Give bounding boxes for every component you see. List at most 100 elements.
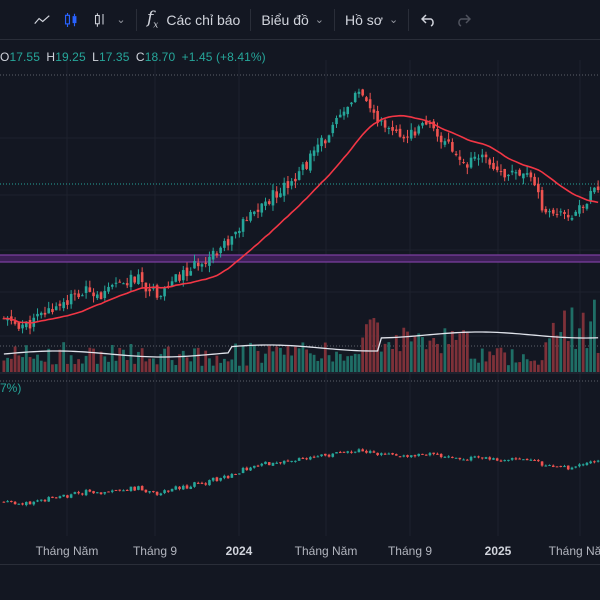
osc-candle-body xyxy=(234,473,237,475)
volume-bar xyxy=(413,335,417,372)
line-chart-type-button[interactable] xyxy=(30,5,54,35)
price-chart[interactable] xyxy=(0,40,600,564)
x-tick-label: Tháng Năm xyxy=(294,544,358,558)
osc-candle-body xyxy=(376,452,379,456)
volume-bar xyxy=(159,353,163,372)
osc-candle-body xyxy=(92,491,95,494)
osc-candle-body xyxy=(466,459,469,461)
volume-bar xyxy=(335,351,338,372)
candle-body xyxy=(383,120,387,128)
volume-bar xyxy=(166,346,170,372)
bar-chart-type-button[interactable] xyxy=(90,5,110,35)
volume-bar xyxy=(66,363,69,372)
osc-candle-body xyxy=(402,455,406,457)
volume-bar xyxy=(99,351,103,372)
profile-menu-button[interactable]: Hồ sơ ⌄ xyxy=(341,5,402,35)
osc-candle-body xyxy=(245,467,249,471)
line-chart-icon xyxy=(34,14,50,24)
volume-bar xyxy=(9,358,13,372)
candle-body xyxy=(589,190,592,202)
osc-candle-body xyxy=(593,461,596,463)
candle-body xyxy=(122,283,125,285)
oscillator-legend: 7%) xyxy=(0,381,22,395)
candle-body xyxy=(226,239,230,246)
volume-bar xyxy=(357,354,361,372)
osc-candle-body xyxy=(559,465,563,467)
time-axis[interactable]: Tháng Năm Tháng 9 2024 Tháng Năm Tháng 9… xyxy=(0,536,600,564)
osc-candle-body xyxy=(122,490,125,492)
x-tick-label: 2024 xyxy=(225,544,253,558)
volume-bar xyxy=(312,354,316,372)
candle-body xyxy=(451,142,454,152)
candle-body xyxy=(6,318,9,321)
volume-bar xyxy=(432,338,436,372)
osc-candle-body xyxy=(462,459,465,461)
volume-bar xyxy=(551,322,555,372)
osc-candle-body xyxy=(223,475,226,478)
chart-menu-button[interactable]: Biểu đồ ⌄ xyxy=(257,5,328,35)
candle-body xyxy=(196,262,200,267)
osc-candle-body xyxy=(368,451,372,453)
candle-body xyxy=(118,281,122,283)
volume-bar xyxy=(454,339,458,372)
candle-body xyxy=(469,157,473,168)
candle-body xyxy=(152,287,155,289)
osc-candle-body xyxy=(395,454,398,456)
volume-bar xyxy=(39,360,43,372)
candles-chart-type-button[interactable] xyxy=(60,5,82,35)
osc-candle-body xyxy=(103,492,107,494)
candle-body xyxy=(81,295,84,297)
candle-body xyxy=(163,288,166,297)
volume-bar xyxy=(394,335,398,372)
candle-body xyxy=(376,110,379,123)
candle-body xyxy=(593,187,596,193)
osc-candle-body xyxy=(451,456,454,458)
candle-body xyxy=(406,136,409,138)
volume-bar xyxy=(514,362,518,372)
volume-bar xyxy=(439,353,443,372)
indicators-button[interactable]: fx Các chỉ báo xyxy=(143,5,244,35)
redo-button[interactable] xyxy=(449,5,477,35)
volume-bar xyxy=(293,346,297,372)
candle-body xyxy=(219,247,222,254)
osc-candle-body xyxy=(238,473,241,475)
candle-body xyxy=(466,164,469,168)
osc-candle-body xyxy=(200,482,204,484)
candle-body xyxy=(409,129,413,139)
volume-bar xyxy=(350,355,353,372)
candle-body xyxy=(204,262,207,264)
osc-candle-body xyxy=(480,457,484,459)
candle-body xyxy=(137,274,140,284)
candle-body xyxy=(282,182,286,196)
candle-body xyxy=(372,109,376,113)
candle-body xyxy=(189,271,193,276)
osc-candle-body xyxy=(346,451,350,453)
candle-body xyxy=(133,276,136,283)
candle-body xyxy=(96,294,99,299)
volume-bar xyxy=(28,357,32,372)
candle-body xyxy=(492,162,495,170)
volume-bar xyxy=(103,356,107,372)
volume-bar xyxy=(473,358,477,372)
candle-body xyxy=(129,274,133,288)
candle-body xyxy=(69,293,73,305)
candle-body xyxy=(350,102,353,105)
candle-body xyxy=(436,128,439,137)
undo-button[interactable] xyxy=(415,5,443,35)
toolbar-divider xyxy=(136,8,137,31)
candle-body xyxy=(525,173,529,175)
osc-candle-body xyxy=(563,466,566,468)
candle-body xyxy=(114,282,118,284)
osc-candle-body xyxy=(21,503,24,505)
candle-body xyxy=(140,272,144,283)
osc-candle-body xyxy=(350,451,353,453)
osc-candle-body xyxy=(533,459,536,461)
candle-body xyxy=(301,164,305,170)
volume-bar xyxy=(110,345,114,372)
volume-bar xyxy=(193,348,196,372)
chart-type-dropdown-button[interactable]: ⌄ xyxy=(114,5,128,35)
chart-menu-label: Biểu đồ xyxy=(261,11,309,28)
candle-body xyxy=(174,274,178,282)
osc-candle-body xyxy=(2,501,6,503)
volume-bar xyxy=(2,360,6,372)
